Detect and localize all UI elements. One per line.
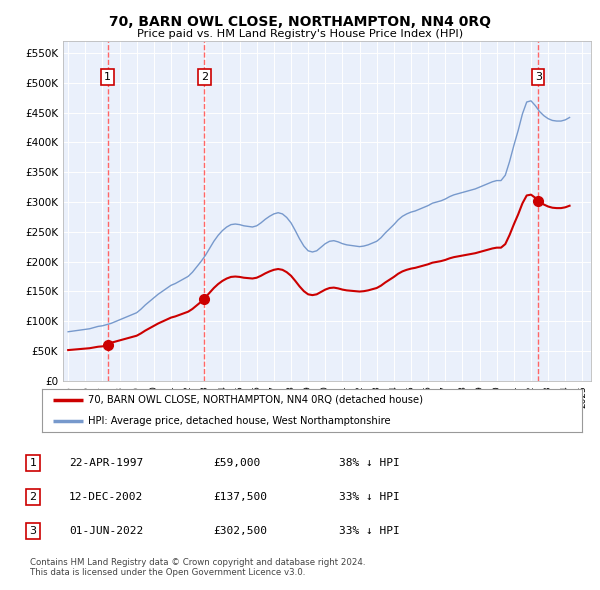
Text: 12-DEC-2002: 12-DEC-2002 bbox=[69, 492, 143, 502]
Text: 01-JUN-2022: 01-JUN-2022 bbox=[69, 526, 143, 536]
Text: £137,500: £137,500 bbox=[213, 492, 267, 502]
Text: 70, BARN OWL CLOSE, NORTHAMPTON, NN4 0RQ (detached house): 70, BARN OWL CLOSE, NORTHAMPTON, NN4 0RQ… bbox=[88, 395, 423, 405]
Text: £302,500: £302,500 bbox=[213, 526, 267, 536]
Text: 3: 3 bbox=[29, 526, 37, 536]
Text: 38% ↓ HPI: 38% ↓ HPI bbox=[339, 458, 400, 468]
Text: 1: 1 bbox=[29, 458, 37, 468]
Text: Price paid vs. HM Land Registry's House Price Index (HPI): Price paid vs. HM Land Registry's House … bbox=[137, 30, 463, 39]
Text: £59,000: £59,000 bbox=[213, 458, 260, 468]
Text: 3: 3 bbox=[535, 72, 542, 82]
Text: HPI: Average price, detached house, West Northamptonshire: HPI: Average price, detached house, West… bbox=[88, 416, 391, 426]
Text: 33% ↓ HPI: 33% ↓ HPI bbox=[339, 526, 400, 536]
Text: 2: 2 bbox=[29, 492, 37, 502]
Text: 1: 1 bbox=[104, 72, 111, 82]
Text: Contains HM Land Registry data © Crown copyright and database right 2024.
This d: Contains HM Land Registry data © Crown c… bbox=[30, 558, 365, 577]
Text: 33% ↓ HPI: 33% ↓ HPI bbox=[339, 492, 400, 502]
Text: 2: 2 bbox=[201, 72, 208, 82]
Text: 70, BARN OWL CLOSE, NORTHAMPTON, NN4 0RQ: 70, BARN OWL CLOSE, NORTHAMPTON, NN4 0RQ bbox=[109, 15, 491, 30]
Text: 22-APR-1997: 22-APR-1997 bbox=[69, 458, 143, 468]
